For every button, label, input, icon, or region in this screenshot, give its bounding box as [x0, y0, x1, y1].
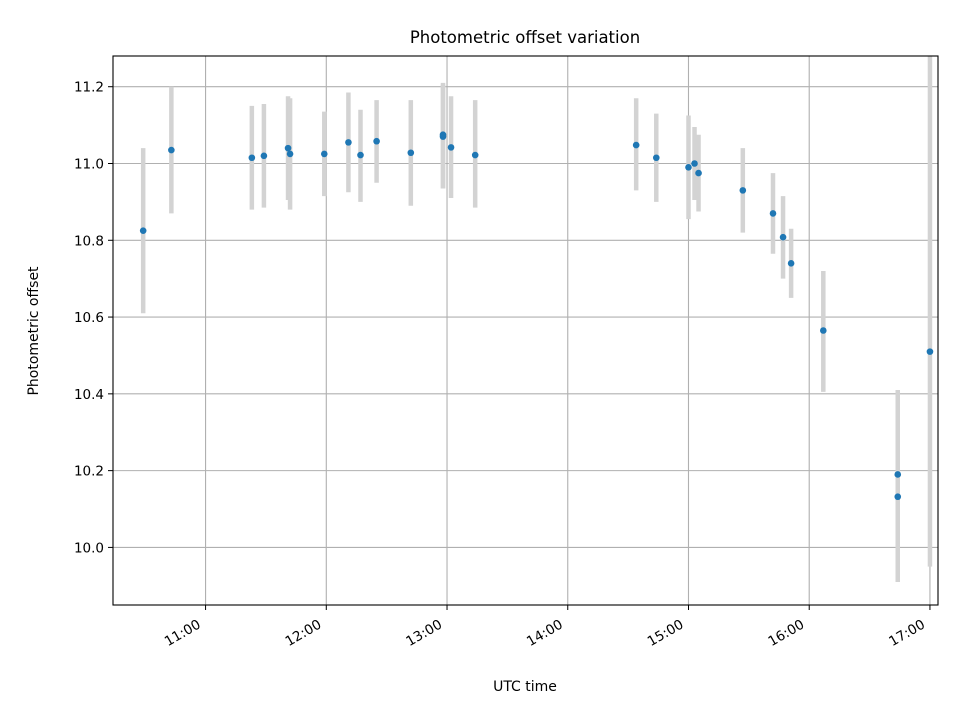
data-point: [260, 152, 268, 160]
data-point: [926, 348, 934, 355]
data-point: [357, 151, 364, 159]
data-point: [894, 471, 902, 478]
y-tick-label: 10.0: [74, 540, 104, 556]
y-tick-label: 11.0: [74, 156, 104, 172]
data-point: [779, 233, 787, 241]
y-tick-label: 10.2: [74, 464, 104, 480]
data-point: [286, 150, 294, 158]
y-axis-label: Photometric offset: [26, 266, 42, 396]
data-point: [769, 210, 777, 217]
plot-frame: [112, 55, 939, 606]
data-point: [139, 227, 147, 234]
data-points: [139, 131, 934, 501]
data-point: [787, 260, 795, 267]
data-point: [439, 131, 447, 139]
y-tick-label: 10.4: [74, 387, 104, 403]
data-point: [168, 146, 175, 154]
data-point: [652, 154, 660, 162]
data-point: [820, 327, 827, 334]
data-point: [471, 151, 479, 159]
data-point: [407, 149, 415, 157]
data-point: [695, 169, 702, 177]
data-point: [739, 187, 747, 194]
data-point: [632, 141, 640, 149]
data-point: [248, 154, 256, 162]
data-point: [284, 144, 292, 152]
y-tick-label: 10.8: [74, 233, 104, 249]
data-point: [373, 137, 380, 145]
data-point: [320, 150, 328, 158]
y-axis-ticks: 10.0 10.2 10.4 10.6 10.8 11.0 11.2: [74, 80, 113, 556]
data-point: [685, 164, 692, 171]
data-point: [894, 493, 902, 501]
chart-title: Photometric offset variation: [410, 28, 640, 47]
y-tick-label: 11.2: [74, 80, 104, 96]
data-point: [691, 160, 698, 167]
data-point: [447, 144, 455, 151]
y-tick-label: 10.6: [74, 310, 104, 326]
grid: [113, 56, 938, 605]
data-point: [345, 139, 352, 146]
x-axis-label: UTC time: [493, 679, 557, 695]
